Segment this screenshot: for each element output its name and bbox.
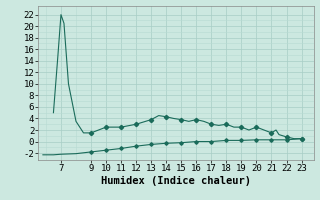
X-axis label: Humidex (Indice chaleur): Humidex (Indice chaleur) <box>101 176 251 186</box>
